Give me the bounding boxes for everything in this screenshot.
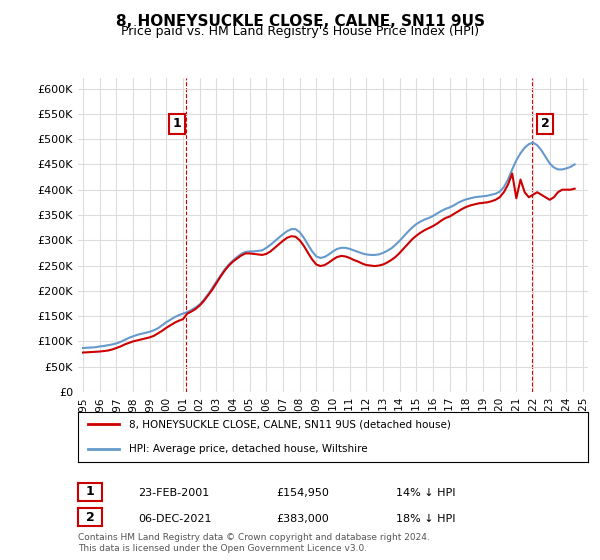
Text: 8, HONEYSUCKLE CLOSE, CALNE, SN11 9US (detached house): 8, HONEYSUCKLE CLOSE, CALNE, SN11 9US (d… [129,419,451,429]
Text: 1: 1 [86,486,94,498]
Text: 14% ↓ HPI: 14% ↓ HPI [396,488,455,498]
Text: 2: 2 [86,511,94,524]
Text: 1: 1 [173,118,182,130]
Text: £154,950: £154,950 [276,488,329,498]
Text: 18% ↓ HPI: 18% ↓ HPI [396,514,455,524]
Text: 06-DEC-2021: 06-DEC-2021 [138,514,212,524]
Text: Contains HM Land Registry data © Crown copyright and database right 2024.
This d: Contains HM Land Registry data © Crown c… [78,533,430,553]
Text: £383,000: £383,000 [276,514,329,524]
Text: HPI: Average price, detached house, Wiltshire: HPI: Average price, detached house, Wilt… [129,445,368,454]
Text: Price paid vs. HM Land Registry's House Price Index (HPI): Price paid vs. HM Land Registry's House … [121,25,479,38]
Text: 2: 2 [541,118,550,130]
Text: 8, HONEYSUCKLE CLOSE, CALNE, SN11 9US: 8, HONEYSUCKLE CLOSE, CALNE, SN11 9US [115,14,485,29]
Text: 23-FEB-2001: 23-FEB-2001 [138,488,209,498]
